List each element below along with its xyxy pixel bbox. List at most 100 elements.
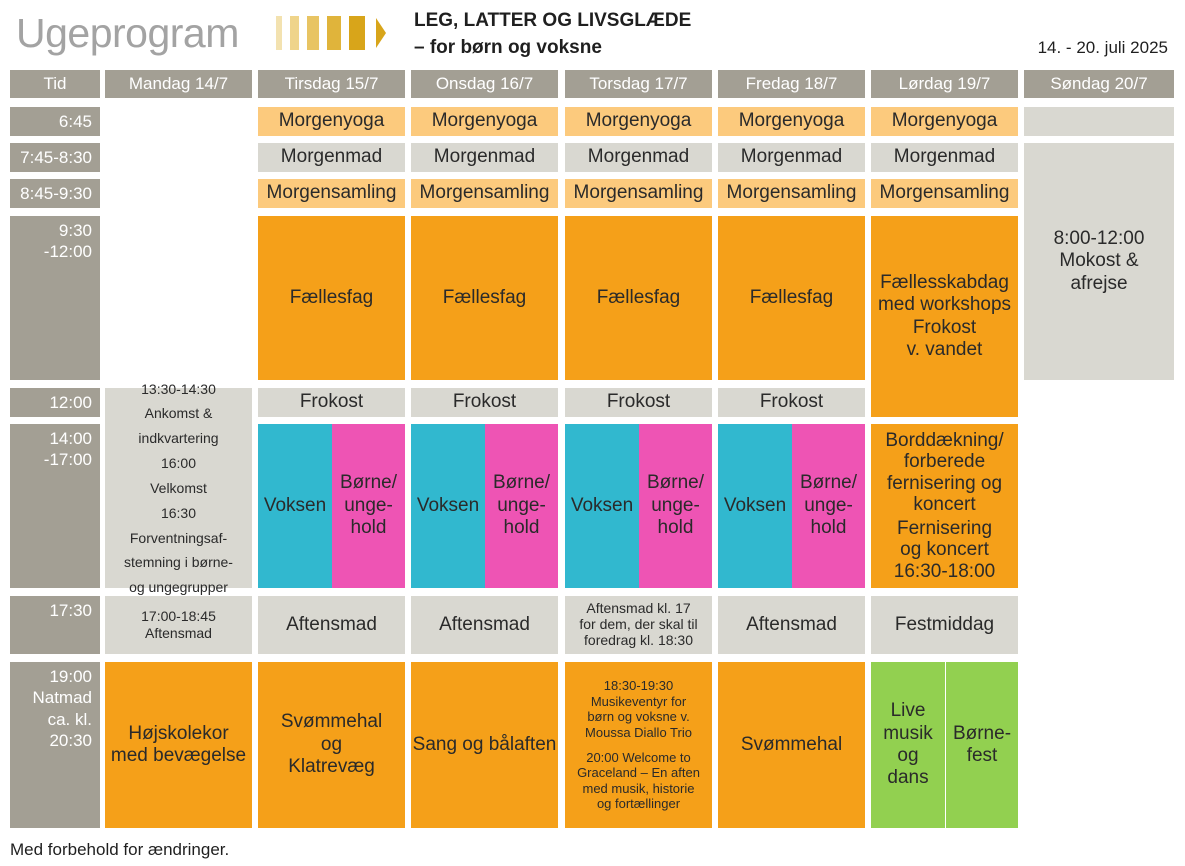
monday-welcome-label: Velkomst [150, 479, 207, 496]
saturday-day-line-1: Fællesskabdag [880, 271, 1009, 293]
monday-evening-line-2: med bevægelse [110, 745, 247, 766]
sunday-departure: afrejse [1070, 272, 1128, 294]
time-1900-ca: ca. kl. [47, 709, 92, 729]
bar-1 [276, 16, 282, 50]
kids-group-wednesday: Børne/ unge- hold [485, 424, 558, 588]
adult-group-friday: Voksen [718, 424, 792, 588]
monday-arrival-block: 13:30-14:30 Ankomst & indkvartering 16:0… [105, 381, 252, 595]
saturday-afternoon: Borddækning/ forberede fernisering og ko… [871, 424, 1018, 588]
time-1400-end: -17:00 [43, 450, 92, 470]
thursday-ev1-line-2: Musikeventyr for [590, 693, 687, 709]
thursday-ev2-line-4: og fortællinger [596, 796, 681, 812]
assembly-thursday: Morgensamling [565, 179, 712, 208]
thursday-dinner-line-2: for dem, der skal til [579, 616, 698, 633]
header-wednesday: Onsdag 16/7 [411, 70, 558, 98]
friday-evening: Svømmehal [718, 662, 865, 828]
faellesfag-tuesday: Fællesfag [258, 216, 405, 380]
sunday-brunch-departure: 8:00-12:00 Mokost & afrejse [1024, 143, 1174, 380]
yoga-tuesday: Morgenyoga [258, 107, 405, 136]
time-930-1200: 9:30 -12:00 [10, 216, 100, 380]
kids-label-1: Børne/ [799, 472, 858, 494]
saturday-aft-line-3: fernisering og [886, 472, 1003, 494]
time-1900-natmad: Natmad [32, 688, 92, 708]
monday-arrival-label: Ankomst & [144, 405, 213, 422]
faellesfag-thursday: Fællesfag [565, 216, 712, 380]
saturday-party-line-1: Børne- [952, 722, 1012, 744]
saturday-aft-line-4: koncert [913, 493, 976, 515]
breakfast-thursday: Morgenmad [565, 143, 712, 172]
saturday-music-line-4: dans [887, 767, 929, 789]
kids-label-3: hold [503, 517, 540, 539]
time-1200: 12:00 [10, 388, 100, 417]
saturday-music-line-2: musik [883, 722, 933, 744]
assembly-friday: Morgensamling [718, 179, 865, 208]
kids-label-1: Børne/ [339, 472, 398, 494]
time-930-end: -12:00 [43, 242, 92, 262]
decorative-bars-arrow [276, 16, 386, 50]
monday-welcome: 16:00 Velkomst [150, 455, 207, 496]
kids-group-thursday: Børne/ unge- hold [639, 424, 712, 588]
lunch-tuesday: Frokost [258, 388, 405, 417]
header-tuesday: Tirsdag 15/7 [258, 70, 405, 98]
saturday-feast: Festmiddag [871, 596, 1018, 654]
lunch-friday: Frokost [718, 388, 865, 417]
saturday-music-line-3: og [897, 745, 919, 766]
monday-expect-time: 16:30 [160, 505, 197, 522]
time-1900-start: 19:00 [49, 667, 92, 686]
kids-label-3: hold [350, 517, 387, 539]
header-sunday: Søndag 20/7 [1024, 70, 1174, 98]
monday-evening: Højskolekor med bevægelse [105, 662, 252, 828]
saturday-aft-line-7: 16:30-18:00 [893, 560, 996, 582]
header-monday: Mandag 14/7 [105, 70, 252, 98]
time-845-930: 8:45-9:30 [10, 179, 100, 208]
kids-label-2: unge- [497, 494, 546, 516]
kids-label-2: unge- [344, 494, 393, 516]
tuesday-evening-line-3: Klatrevæg [288, 756, 375, 778]
tuesday-evening: Svømmehal og Klatrevæg [258, 662, 405, 828]
thursday-ev2-line-1: 20:00 Welcome to [586, 749, 691, 765]
kids-label-2: unge- [651, 494, 700, 516]
monday-expectations: 16:30 Forventningsaf- stemning i børne- … [124, 505, 233, 595]
dinner-friday: Aftensmad [718, 596, 865, 654]
adult-group-wednesday: Voksen [411, 424, 485, 588]
breakfast-friday: Morgenmad [718, 143, 865, 172]
thursday-ev2-line-3: med musik, historie [582, 780, 695, 796]
breakfast-saturday: Morgenmad [871, 143, 1018, 172]
saturday-day-line-4: v. vandet [906, 338, 983, 360]
monday-dinner-time: 17:00-18:45 [141, 608, 216, 625]
saturday-live-music: Live musik og dans [871, 662, 945, 828]
adult-group-tuesday: Voksen [258, 424, 332, 588]
kids-label-2: unge- [804, 494, 853, 516]
thursday-ev1-line-4: Moussa Diallo Trio [585, 724, 692, 740]
breakfast-wednesday: Morgenmad [411, 143, 558, 172]
header-time: Tid [10, 70, 100, 98]
monday-dinner: 17:00-18:45 Aftensmad [105, 596, 252, 654]
kids-label-1: Børne/ [492, 472, 551, 494]
thursday-dinner-line-1: Aftensmad kl. 17 [586, 600, 691, 617]
faellesfag-friday: Fællesfag [718, 216, 865, 380]
thursday-dinner-line-3: foredrag kl. 18:30 [584, 631, 693, 648]
thursday-evening-graceland: 20:00 Welcome to Graceland – En aften me… [577, 750, 700, 812]
footer-disclaimer: Med forbehold for ændringer. [10, 840, 230, 859]
header-thursday: Torsdag 17/7 [565, 70, 712, 98]
adult-group-thursday: Voksen [565, 424, 639, 588]
monday-arrival: 13:30-14:30 Ankomst & indkvartering [138, 381, 218, 447]
thursday-evening-music: 18:30-19:30 Musikeventyr for børn og vok… [585, 678, 692, 740]
tuesday-evening-line-2: og [320, 733, 343, 755]
sunday-empty-slot [1024, 107, 1174, 136]
yoga-friday: Morgenyoga [718, 107, 865, 136]
saturday-day-line-3: Frokost [912, 316, 977, 338]
thursday-ev2-line-2: Graceland – En aften [577, 765, 700, 781]
time-930-start: 9:30 [58, 221, 92, 240]
dinner-tuesday: Aftensmad [258, 596, 405, 654]
kids-label-1: Børne/ [646, 472, 705, 494]
bar-2 [290, 16, 299, 50]
time-1730: 17:30 [10, 596, 100, 654]
saturday-aft-line-6: og koncert [900, 539, 989, 561]
arrow-right-icon [376, 18, 386, 48]
saturday-aft-line-2: forberede [903, 451, 986, 473]
kids-label-3: hold [810, 517, 847, 539]
saturday-music-line-1: Live [890, 700, 926, 722]
saturday-day-line-2: med workshops [877, 294, 1012, 316]
faellesfag-wednesday: Fællesfag [411, 216, 558, 380]
